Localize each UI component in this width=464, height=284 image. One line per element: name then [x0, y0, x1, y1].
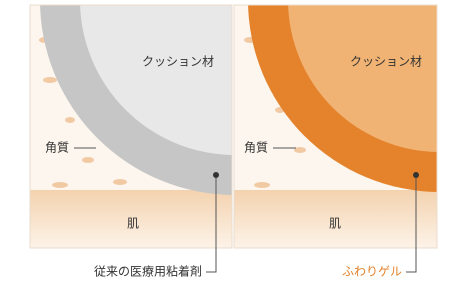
cushion-label: クッション材 [142, 55, 214, 69]
panel-fuwari [234, 0, 464, 248]
caption: ふわりゲル [342, 265, 402, 279]
caption: 従来の医療用粘着剤 [94, 264, 202, 279]
skin-label: 肌 [329, 217, 341, 231]
diagram: クッション材 クッション材 角質 角質 肌 肌 従来の医療用粘着剤 ふわりゲル [0, 0, 464, 284]
cushion-label: クッション材 [350, 55, 422, 69]
stratum-label: 角質 [244, 140, 268, 155]
stratum-label: 角質 [45, 140, 69, 155]
skin-label: 肌 [127, 217, 139, 231]
